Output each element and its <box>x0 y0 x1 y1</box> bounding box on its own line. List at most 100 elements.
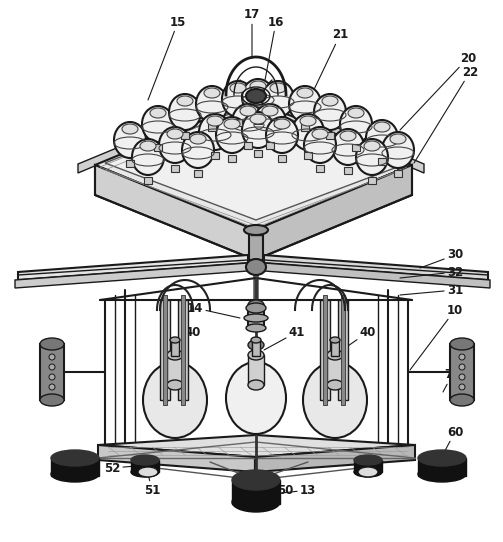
Bar <box>194 170 202 177</box>
Bar <box>252 340 260 356</box>
Bar <box>341 295 345 405</box>
Ellipse shape <box>226 362 286 434</box>
Ellipse shape <box>182 132 214 168</box>
Ellipse shape <box>382 132 414 168</box>
Polygon shape <box>255 165 412 260</box>
Ellipse shape <box>222 81 254 117</box>
Text: 30: 30 <box>420 248 463 268</box>
Ellipse shape <box>244 225 268 235</box>
Ellipse shape <box>358 467 378 477</box>
Bar <box>228 155 236 162</box>
Ellipse shape <box>159 127 191 163</box>
Ellipse shape <box>312 129 328 139</box>
Ellipse shape <box>356 139 388 175</box>
Text: 16: 16 <box>265 16 284 80</box>
Bar <box>160 300 170 400</box>
Ellipse shape <box>459 384 465 390</box>
Bar <box>181 132 189 139</box>
Polygon shape <box>78 92 424 173</box>
Ellipse shape <box>292 114 324 150</box>
Ellipse shape <box>248 340 264 350</box>
Bar <box>181 295 185 405</box>
Bar <box>167 355 183 385</box>
Ellipse shape <box>418 450 466 466</box>
Bar <box>320 300 330 400</box>
Ellipse shape <box>190 134 206 144</box>
Ellipse shape <box>167 350 183 360</box>
Bar <box>344 167 352 174</box>
Text: 70: 70 <box>44 349 62 368</box>
Bar <box>163 295 167 405</box>
Polygon shape <box>98 445 255 472</box>
Bar <box>154 144 162 151</box>
Polygon shape <box>95 100 412 230</box>
Text: 15: 15 <box>148 16 186 100</box>
Bar <box>418 458 466 476</box>
Bar <box>301 124 309 131</box>
Bar <box>251 225 261 235</box>
Text: 10: 10 <box>410 304 463 370</box>
Bar <box>394 170 402 177</box>
Ellipse shape <box>49 374 55 380</box>
Ellipse shape <box>248 350 264 360</box>
Bar <box>171 165 179 172</box>
Ellipse shape <box>246 259 266 275</box>
Ellipse shape <box>242 79 274 115</box>
Ellipse shape <box>49 354 55 360</box>
Bar <box>126 160 134 167</box>
Ellipse shape <box>289 86 321 122</box>
Ellipse shape <box>314 94 346 130</box>
Polygon shape <box>264 263 490 288</box>
Bar <box>323 295 327 405</box>
Bar <box>249 230 263 260</box>
Ellipse shape <box>40 394 64 406</box>
Ellipse shape <box>450 394 474 406</box>
Bar <box>352 144 360 151</box>
Text: 40: 40 <box>175 326 201 355</box>
Ellipse shape <box>132 139 164 175</box>
Ellipse shape <box>230 83 246 93</box>
Ellipse shape <box>131 455 159 465</box>
Ellipse shape <box>390 134 406 144</box>
Ellipse shape <box>266 117 298 153</box>
Ellipse shape <box>232 492 280 512</box>
Ellipse shape <box>167 129 183 139</box>
Ellipse shape <box>51 466 99 482</box>
Ellipse shape <box>250 81 266 91</box>
Bar <box>338 300 348 400</box>
Ellipse shape <box>330 337 340 343</box>
Polygon shape <box>264 255 488 280</box>
Polygon shape <box>255 445 415 472</box>
Text: 41: 41 <box>264 326 305 350</box>
Ellipse shape <box>169 94 201 130</box>
Bar <box>144 177 152 184</box>
Polygon shape <box>105 105 408 220</box>
Ellipse shape <box>340 131 356 141</box>
Ellipse shape <box>167 380 183 390</box>
Ellipse shape <box>122 124 138 134</box>
Ellipse shape <box>322 96 338 106</box>
Ellipse shape <box>262 106 278 116</box>
Bar <box>368 177 376 184</box>
Bar <box>450 344 474 400</box>
Text: 40: 40 <box>335 326 376 355</box>
Ellipse shape <box>418 466 466 482</box>
Bar <box>378 158 386 165</box>
Text: 51: 51 <box>144 474 160 496</box>
Bar <box>266 142 274 149</box>
Ellipse shape <box>297 88 313 98</box>
Ellipse shape <box>340 106 372 142</box>
Ellipse shape <box>204 88 220 98</box>
Ellipse shape <box>459 354 465 360</box>
Bar <box>274 119 282 126</box>
Ellipse shape <box>254 104 286 140</box>
Bar <box>171 340 179 356</box>
Text: 50: 50 <box>265 483 293 498</box>
Ellipse shape <box>251 337 261 343</box>
Ellipse shape <box>262 81 294 117</box>
Ellipse shape <box>140 141 156 151</box>
Text: 22: 22 <box>414 66 478 163</box>
Bar <box>248 355 264 385</box>
Polygon shape <box>15 263 248 288</box>
Ellipse shape <box>138 467 158 477</box>
